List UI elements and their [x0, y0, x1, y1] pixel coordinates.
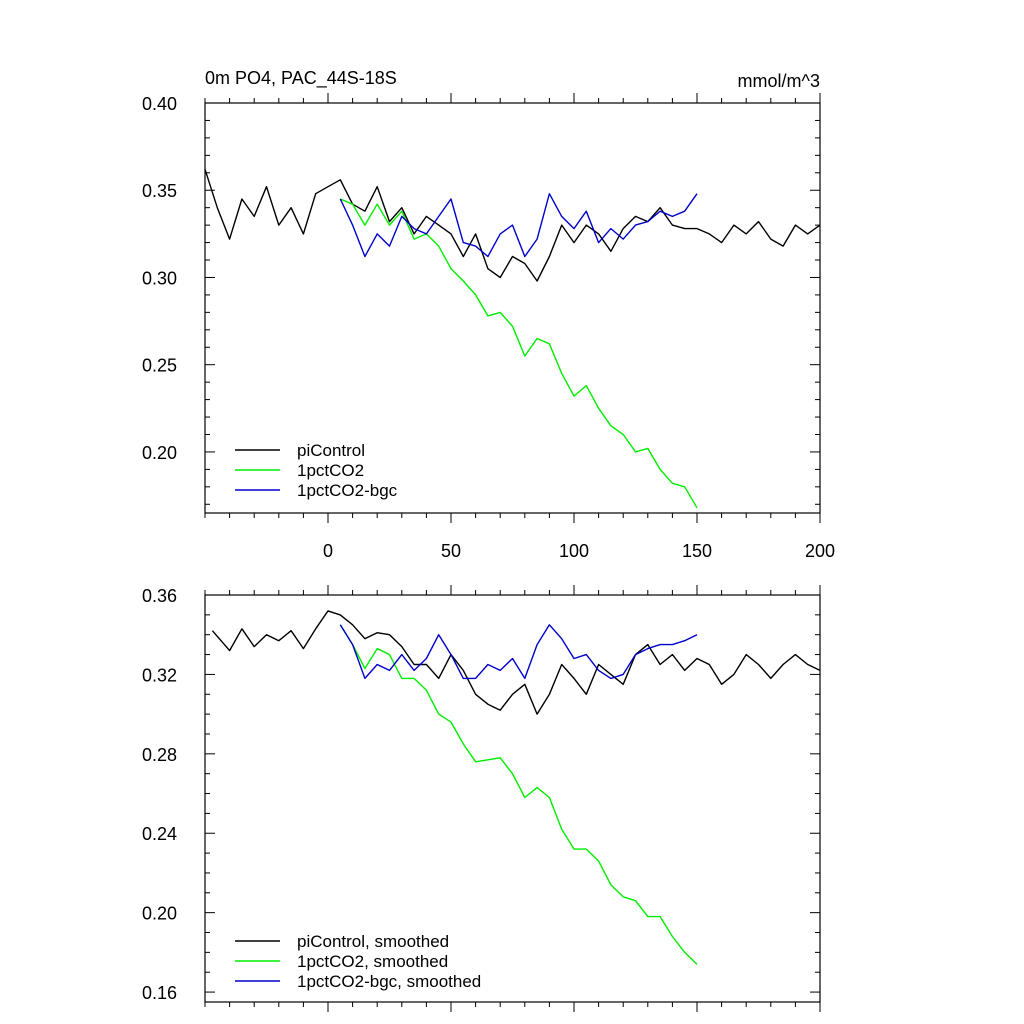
legend-label: 1pctCO2, smoothed	[297, 952, 448, 971]
legend-label: 1pctCO2-bgc	[297, 481, 398, 500]
series-lines-top	[204, 169, 821, 509]
panel-bottom: 0.16 0.20 0.24 0.28 0.32 0.36 piControl, smoo…	[142, 585, 821, 1012]
legend-label: 1pctCO2	[297, 461, 364, 480]
y-tick-label: 0.30	[142, 268, 177, 288]
plot-frame	[204, 102, 821, 514]
y-tick-label: 0.24	[142, 824, 177, 844]
legend-label: piControl	[297, 441, 365, 460]
x-tick-label: 200	[805, 541, 835, 561]
series-line	[339, 624, 698, 965]
series-lines-bottom	[211, 610, 821, 965]
y-tick-label: 0.25	[142, 356, 177, 376]
y-tick-label: 0.40	[142, 94, 177, 114]
x-tick-label: 150	[682, 541, 712, 561]
y-tick-label: 0.35	[142, 181, 177, 201]
series-line	[340, 198, 698, 509]
series-line	[339, 624, 698, 680]
y-tick-label: 0.36	[142, 586, 177, 606]
panel-top: 0m PO4, PAC_44S-18S mmol/m^3 0 50 100 150 20…	[142, 68, 835, 561]
chart-title: 0m PO4, PAC_44S-18S	[205, 68, 397, 89]
series-line	[339, 192, 698, 258]
x-tick-label: 0	[323, 541, 333, 561]
axes-top: 0 50 100 150 200 0.20 0.25 0.30 0.35 0.40	[142, 93, 835, 561]
series-line	[211, 610, 821, 715]
x-tick-label: 50	[441, 541, 461, 561]
legend-label: piControl, smoothed	[297, 932, 449, 951]
axes-bottom: 0.16 0.20 0.24 0.28 0.32 0.36	[142, 585, 821, 1012]
units-label: mmol/m^3	[738, 71, 820, 91]
y-tick-label: 0.28	[142, 745, 177, 765]
x-tick-label: 100	[559, 541, 589, 561]
y-tick-label: 0.32	[142, 665, 177, 685]
plot-frame	[204, 594, 821, 1003]
legend-label: 1pctCO2-bgc, smoothed	[297, 972, 481, 991]
y-tick-label: 0.20	[142, 904, 177, 924]
y-tick-label: 0.20	[142, 443, 177, 463]
y-tick-label: 0.16	[142, 983, 177, 1003]
series-line	[204, 169, 821, 282]
